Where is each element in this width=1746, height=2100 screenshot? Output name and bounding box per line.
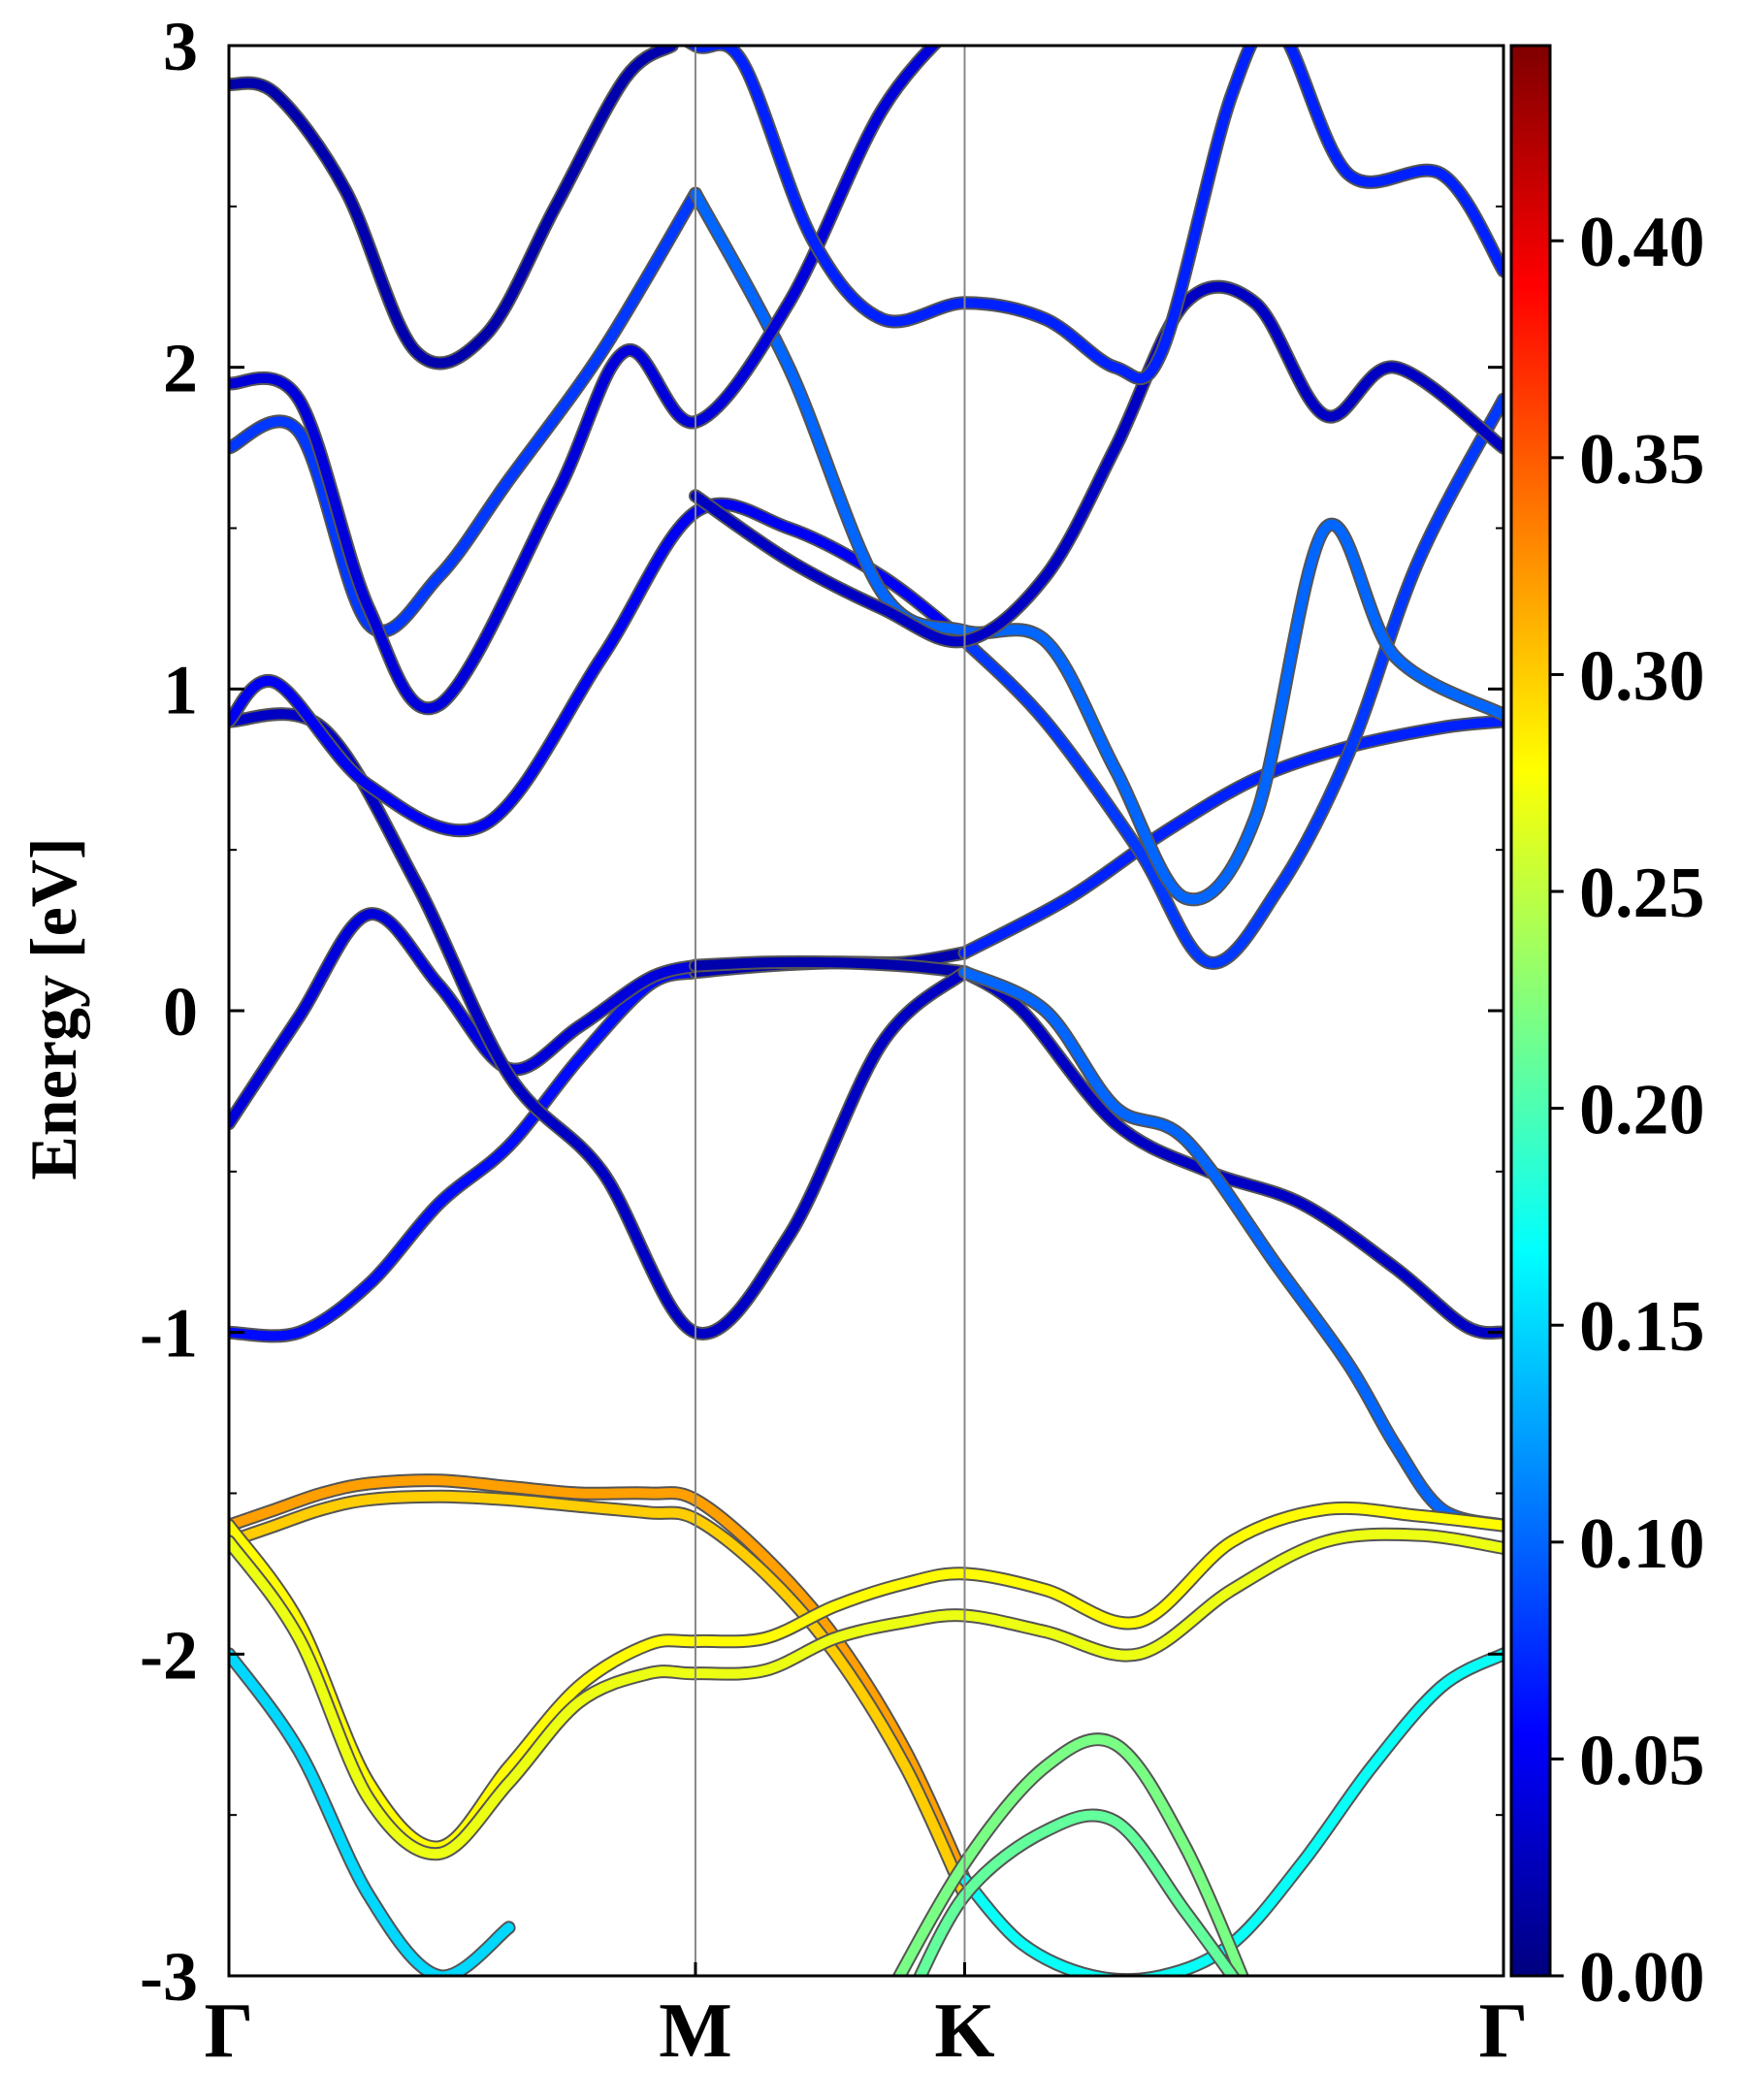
colorbar-tick-label: 0.20: [1579, 1071, 1705, 1150]
band-line: [229, 1475, 970, 1885]
band-line: [229, 1529, 1504, 1859]
colorbar-tick-label: 0.25: [1579, 854, 1705, 933]
band-line: [959, 967, 1504, 1531]
band-line-outline: [957, 714, 1504, 960]
band-line: [229, 46, 677, 369]
band-line: [229, 499, 970, 836]
band-line-outline: [689, 279, 1504, 649]
x-tick-label: M: [659, 1988, 732, 2074]
band-line: [229, 967, 700, 1341]
colorbar-tick-label: 0.30: [1579, 636, 1705, 716]
y-tick-label: 2: [163, 330, 198, 407]
band-line: [685, 46, 1504, 384]
band-line: [691, 281, 1504, 647]
band-line-outline: [957, 965, 1504, 1341]
colorbar-gradient: [1509, 44, 1552, 1978]
band-line: [915, 1810, 1239, 1976]
x-tick-label: K: [934, 1988, 994, 2074]
colorbar-tick-label: 0.40: [1579, 203, 1705, 282]
band-line: [691, 956, 970, 978]
band-line: [959, 1649, 1504, 1976]
colorbar-tick-label: 0.00: [1579, 1938, 1705, 2018]
y-tick-label: -2: [140, 1616, 198, 1694]
symmetry-lines: [694, 46, 966, 1976]
band-line: [893, 1734, 1247, 1976]
band-line: [959, 394, 1504, 968]
band-line-outline: [957, 965, 1504, 1533]
band-line: [229, 46, 940, 714]
y-tick-label: 3: [163, 8, 198, 85]
band-line: [229, 1649, 514, 1976]
y-tick-label: 1: [163, 651, 198, 728]
y-tick-label: -1: [140, 1295, 198, 1373]
band-line-outline: [229, 707, 972, 1341]
band-line: [959, 716, 1504, 958]
y-tick-label: 0: [163, 973, 198, 1050]
band-line: [691, 188, 1504, 905]
x-tick-label: Γ: [1479, 1988, 1529, 2074]
x-tick-label: Γ: [205, 1988, 254, 2074]
band-line: [229, 1491, 970, 1901]
colorbar: 0.00 0.05 0.10 0.15 0.20 0.25 0.30 0.35 0.40: [1509, 44, 1705, 2018]
band-line: [229, 709, 970, 1339]
band-line: [229, 188, 700, 636]
colorbar-tick-label: 0.35: [1579, 420, 1705, 500]
y-axis-label: Energy [eV]: [16, 837, 90, 1179]
band-line: [959, 967, 1504, 1339]
colorbar-tick-label: 0.05: [1579, 1721, 1705, 1800]
colorbar-tick-label: 0.15: [1579, 1287, 1705, 1367]
band-line-outline: [229, 46, 679, 371]
band-line: [229, 1502, 1504, 1853]
colorbar-tick-label: 0.10: [1579, 1504, 1705, 1584]
y-tick-label: -3: [140, 1938, 198, 2016]
band-line: [229, 909, 700, 1129]
band-lines: [229, 46, 1504, 1976]
